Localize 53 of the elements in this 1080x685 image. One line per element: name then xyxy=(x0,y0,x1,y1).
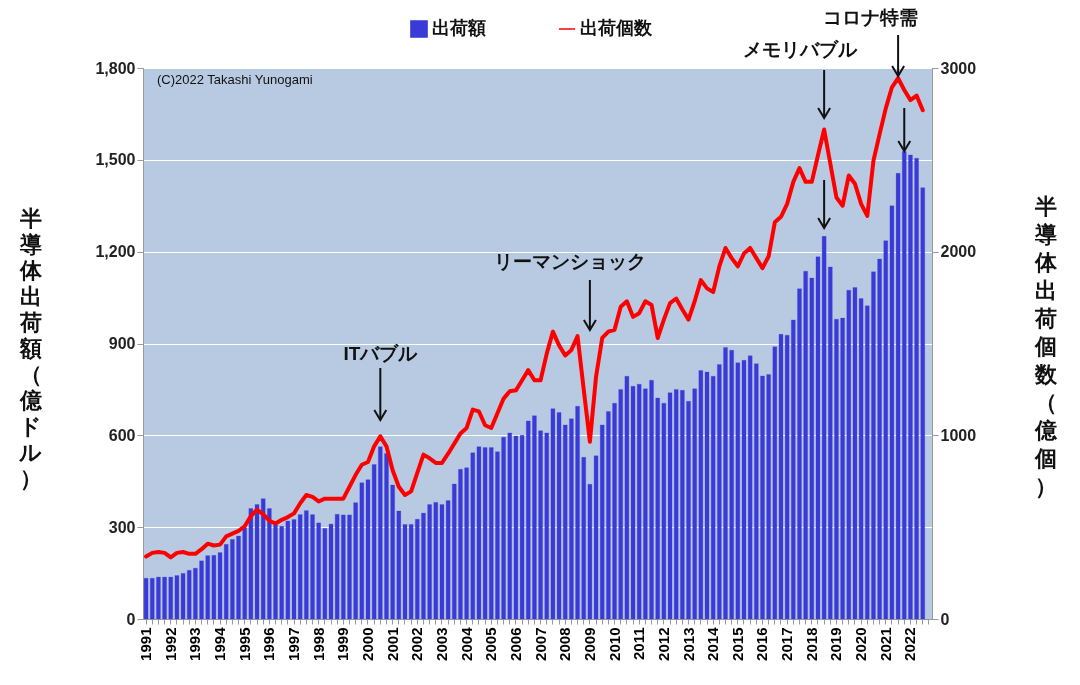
x-tick-label: 2004 xyxy=(457,626,475,661)
x-tick-label: 2009 xyxy=(580,627,598,661)
x-tick-label: 1991 xyxy=(137,627,155,661)
x-tick-label: 2002 xyxy=(408,627,426,661)
x-tick-label: 2013 xyxy=(679,627,697,661)
legend-label: 出荷個数 xyxy=(580,18,653,38)
x-tick-label: 2003 xyxy=(432,627,450,661)
y2-tick-label: 1000 xyxy=(940,426,977,444)
annotation: ITバブル xyxy=(343,343,419,364)
y-tick-label: 1,500 xyxy=(95,151,136,169)
x-tick-label: 2008 xyxy=(556,627,574,661)
y-tick-label: 0 xyxy=(126,610,136,628)
x-tick-label: 2021 xyxy=(876,627,894,661)
x-tick-label: 1995 xyxy=(235,627,253,661)
y2-tick-label: 2000 xyxy=(940,243,977,261)
x-tick-label: 2014 xyxy=(704,626,722,661)
x-tick-label: 1994 xyxy=(211,626,229,661)
x-tick-label: 2012 xyxy=(654,627,672,661)
x-tick-label: 2015 xyxy=(728,627,746,661)
y-tick-label: 900 xyxy=(108,335,136,352)
x-tick-label: 2022 xyxy=(901,627,919,661)
y-tick-label: 1,200 xyxy=(95,243,136,261)
x-tick-label: 1993 xyxy=(186,627,204,661)
x-tick-label: 2000 xyxy=(358,627,376,661)
text: 半導体出荷額（億ドル） xyxy=(19,205,42,491)
x-tick-label: 2007 xyxy=(531,627,549,661)
y-tick-label: 300 xyxy=(108,518,136,536)
y2-tick-label: 0 xyxy=(940,610,950,628)
x-tick-label: 2019 xyxy=(827,627,845,661)
x-tick-label: 1996 xyxy=(260,627,278,661)
text: メモリバブル xyxy=(743,39,858,60)
x-tick-label: 1992 xyxy=(161,627,179,661)
x-tick-label: 1999 xyxy=(334,627,352,661)
line-series xyxy=(144,76,925,560)
x-tick-label: 1998 xyxy=(309,627,327,661)
x-tick-label: 2018 xyxy=(802,627,820,661)
x-tick-label: 2020 xyxy=(852,627,870,661)
x-tick-label: 1997 xyxy=(285,627,303,661)
x-tick-label: 2017 xyxy=(778,627,796,661)
y-tick-label: 600 xyxy=(108,426,136,444)
y2-tick-label: 3000 xyxy=(940,59,977,77)
x-tick-label: 2011 xyxy=(630,627,648,661)
x-tick-label: 2001 xyxy=(383,627,401,661)
x-tick-label: 2006 xyxy=(506,627,524,661)
text: 半導体出荷個数（億個） xyxy=(1034,193,1057,499)
annotation: リーマンショック xyxy=(494,251,646,272)
y-tick-label: 1,800 xyxy=(95,59,136,77)
x-tick-label: 2010 xyxy=(605,627,623,661)
legend-label: 出荷額 xyxy=(432,18,486,38)
text: コロナ特需 xyxy=(822,7,918,28)
annotation: (C)2022 Takashi Yunogami xyxy=(157,72,313,87)
x-tick-label: 2005 xyxy=(482,627,500,661)
x-tick-label: 2016 xyxy=(753,627,771,661)
